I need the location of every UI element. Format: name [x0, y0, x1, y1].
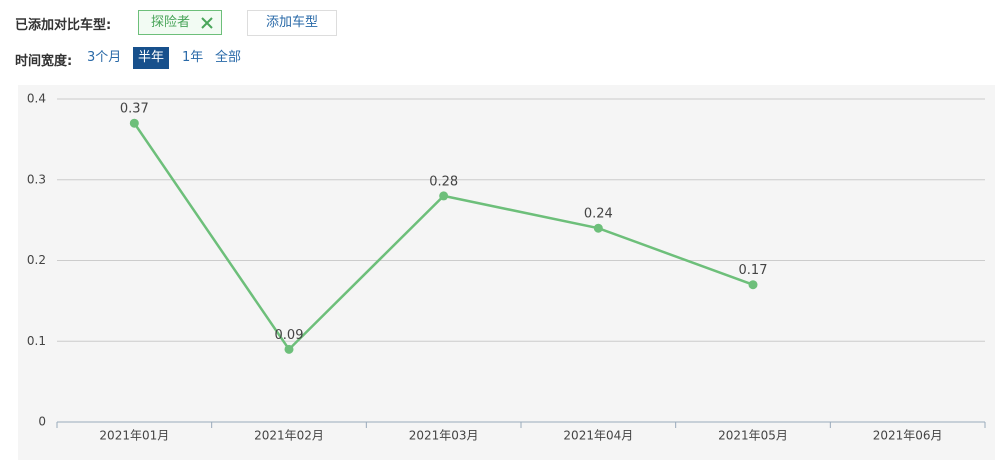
remove-icon[interactable] [201, 17, 213, 29]
x-tick-label: 2021年04月 [563, 429, 633, 443]
value-label: 0.09 [275, 328, 304, 343]
x-tick-label: 2021年06月 [873, 429, 943, 443]
value-label: 0.28 [429, 174, 458, 189]
x-tick-label: 2021年03月 [409, 429, 479, 443]
point [129, 118, 139, 128]
value-label: 0.24 [584, 207, 613, 222]
range-option[interactable]: 全部 [215, 50, 242, 65]
range-label: 时间宽度: [15, 54, 73, 69]
range-option[interactable]: 1年 [182, 50, 204, 65]
plot-background [18, 85, 995, 460]
point [439, 191, 449, 201]
range-option[interactable]: 3个月 [87, 50, 122, 65]
y-tick-label: 0.1 [27, 334, 46, 348]
y-tick-label: 0 [38, 415, 46, 429]
x-tick-label: 2021年01月 [99, 429, 169, 443]
y-tick-label: 0.3 [27, 172, 46, 186]
y-tick-label: 0.4 [27, 92, 46, 106]
model-tag[interactable]: 探险者 [138, 10, 222, 35]
point [593, 223, 603, 233]
added-label: 已添加对比车型: [15, 18, 112, 33]
value-label: 0.17 [739, 263, 768, 278]
x-tick-label: 2021年02月 [254, 429, 324, 443]
add-model-button[interactable]: 添加车型 [247, 10, 337, 36]
point [748, 280, 758, 290]
tag-text: 探险者 [151, 15, 191, 30]
range-option[interactable]: 半年 [133, 47, 170, 69]
value-label: 0.37 [120, 102, 149, 117]
x-tick-label: 2021年05月 [718, 429, 788, 443]
y-tick-label: 0.2 [27, 253, 46, 267]
point [284, 344, 294, 354]
